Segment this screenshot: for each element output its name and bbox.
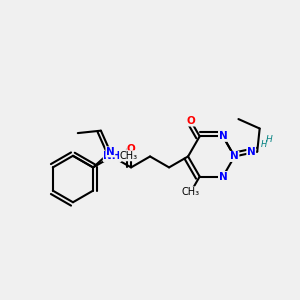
Text: CH₃: CH₃: [182, 187, 200, 197]
Text: H: H: [260, 140, 267, 149]
Text: H: H: [265, 135, 272, 144]
Text: N: N: [218, 131, 227, 141]
Text: NH: NH: [103, 152, 121, 161]
Text: CH₃: CH₃: [120, 151, 138, 161]
Text: N: N: [247, 147, 256, 157]
Text: O: O: [127, 144, 135, 154]
Text: O: O: [186, 116, 195, 126]
Text: N: N: [106, 147, 115, 157]
Text: N: N: [218, 172, 227, 182]
Text: N: N: [230, 152, 239, 161]
